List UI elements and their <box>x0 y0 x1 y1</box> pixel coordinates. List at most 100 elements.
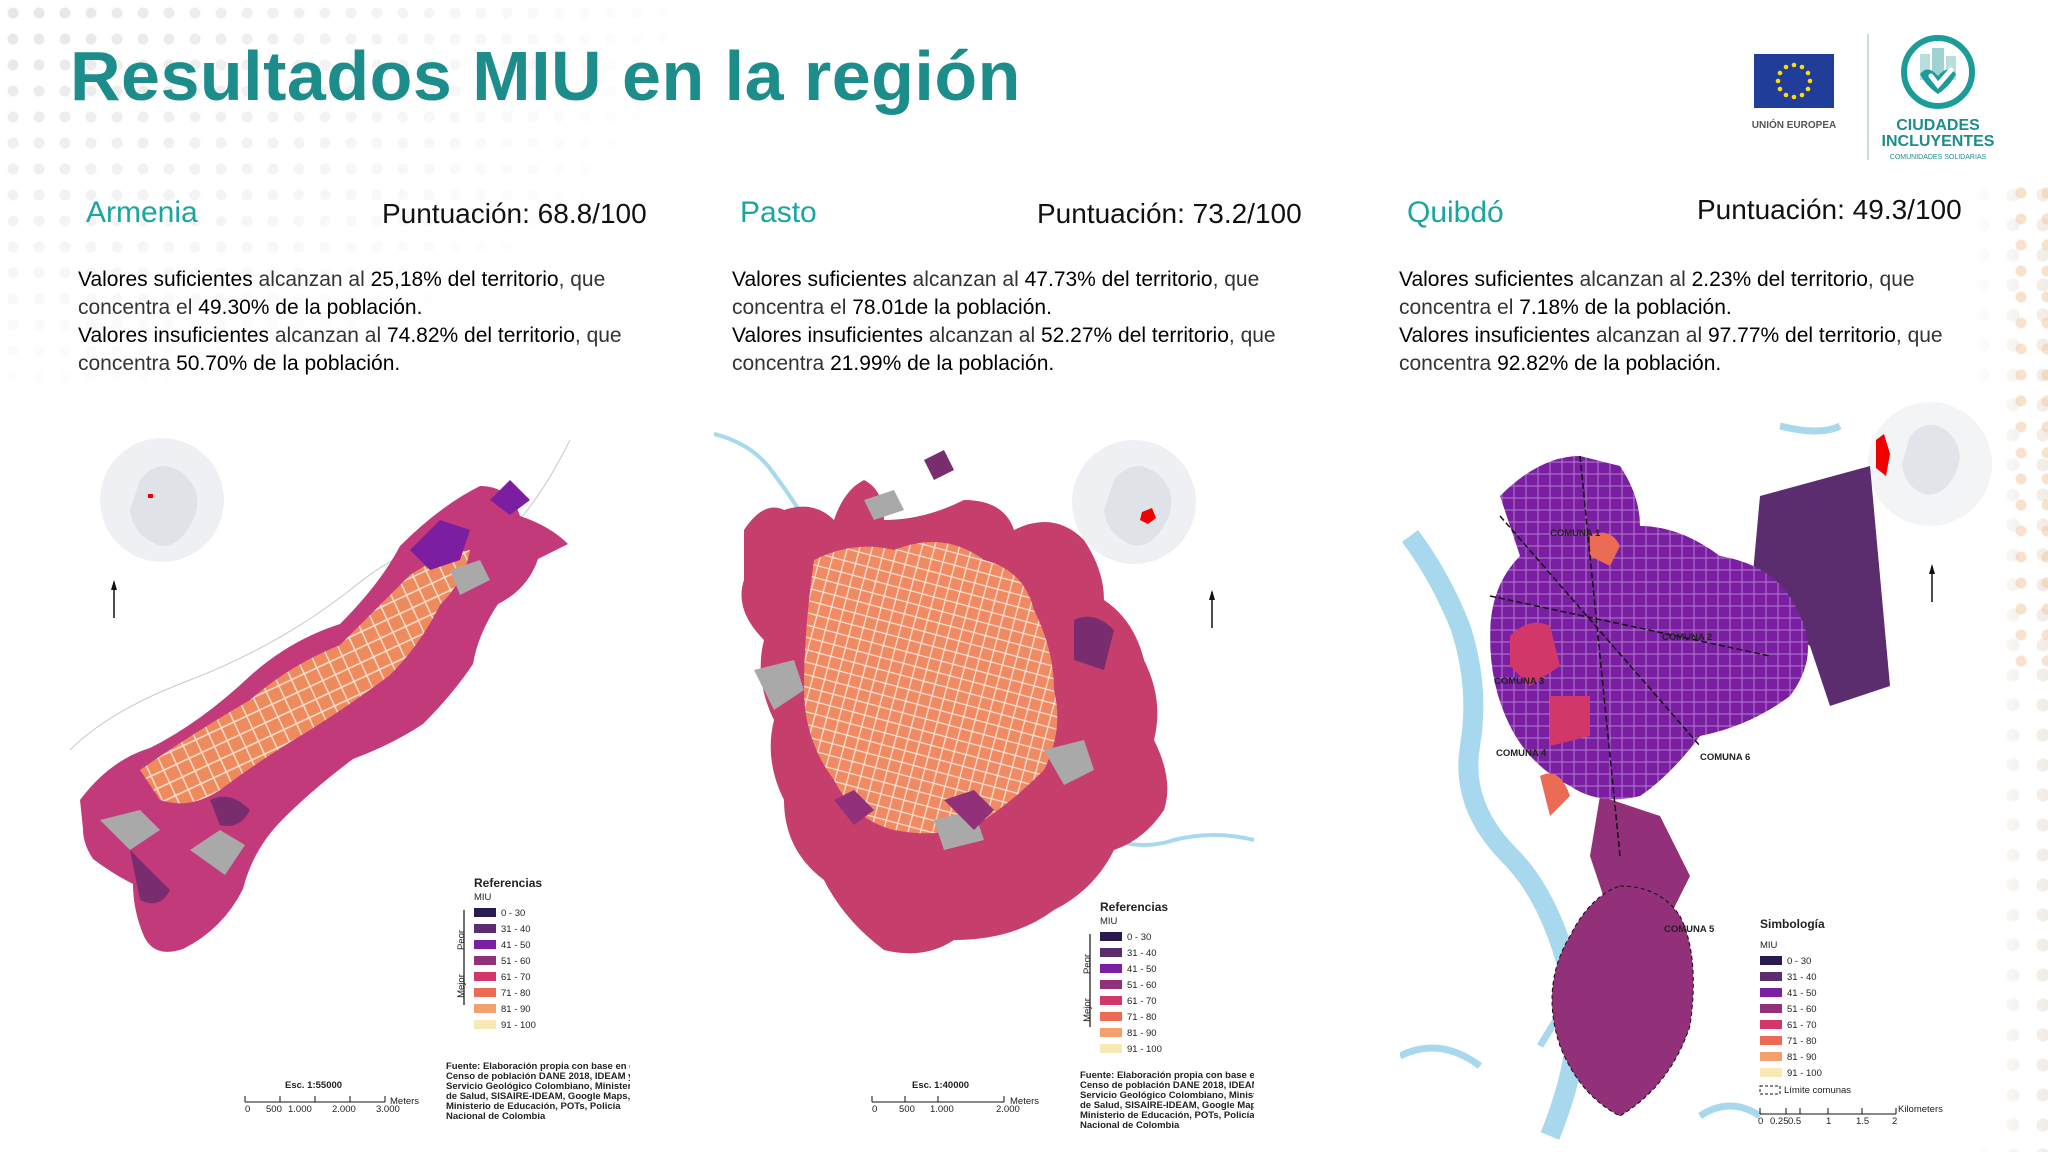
legend-swatch <box>1100 964 1122 973</box>
legend-range-label: 41 - 50 <box>1127 964 1157 975</box>
desc-text: concentra <box>732 352 831 375</box>
source-line: Fuente: Elaboración propia con base en d… <box>446 1061 630 1072</box>
source-line: de Salud, SISAIRE-IDEAM, Google Maps, <box>446 1091 630 1102</box>
comuna-label: COMUNA 3 <box>1494 676 1544 687</box>
city-urban-core <box>804 542 1058 834</box>
comuna-area <box>1750 466 1890 706</box>
legend-range-label: 51 - 60 <box>1127 980 1157 991</box>
desc-strong: 74.82% del territorio <box>386 324 575 347</box>
desc-text: concentra el <box>78 296 199 319</box>
legend-swatch <box>1100 948 1122 957</box>
desc-strong: 47.73% del territorio <box>1024 268 1213 291</box>
decorative-dots-right-accent <box>2008 180 2048 680</box>
scale-tick: 2.000 <box>332 1104 356 1115</box>
scale-unit: Kilometers <box>1898 1104 1943 1115</box>
legend-swatch <box>1100 932 1122 941</box>
ci-line1: CIUDADES <box>1896 117 1980 134</box>
source-line: Servicio Geológico Colombiano, Ministeri… <box>1080 1090 1254 1101</box>
map-legend: Referencias MIU 0 - 30 31 - 40 41 - 50 51 -… <box>1082 900 1168 1055</box>
desc-text: concentra el <box>1399 296 1520 319</box>
north-arrow-icon <box>111 580 117 618</box>
legend-range-label: 71 - 80 <box>501 988 531 999</box>
city-name: Armenia <box>86 196 198 229</box>
decorative-dots-top-left <box>0 0 720 420</box>
scale-label: Esc. 1:55000 <box>285 1080 342 1091</box>
source-line: de Salud, SISAIRE-IDEAM, Google Maps, <box>1080 1100 1254 1111</box>
legend-range-label: 71 - 80 <box>1787 1036 1817 1047</box>
scale-tick: 1.000 <box>288 1104 312 1115</box>
legend-swatch <box>474 940 496 949</box>
map-legend: Simbología MIU 0 - 30 31 - 40 41 - 50 51 - … <box>1759 917 1851 1096</box>
desc-text: , que <box>558 268 606 291</box>
legend-swatch <box>1760 1052 1782 1061</box>
desc-text: , que <box>1212 268 1260 291</box>
comuna-label: COMUNA 6 <box>1700 752 1750 763</box>
city-name: Quibdó <box>1407 196 1504 229</box>
desc-text: , que <box>1228 324 1276 347</box>
city-urban-core <box>140 550 470 804</box>
ciudades-incluyentes-logo-icon <box>1898 34 1978 119</box>
eu-label: UNIÓN EUROPEA <box>1751 120 1837 131</box>
mid-low-areas <box>130 796 250 904</box>
legend-swatch <box>1100 1028 1122 1037</box>
desc-text: alcanzan al <box>923 324 1041 347</box>
scale-tick: 1 <box>1826 1116 1831 1127</box>
inset-country-shape <box>130 466 198 546</box>
mid-score-areas <box>1510 622 1590 746</box>
source-line: Fuente: Elaboración propia con base en d… <box>1080 1070 1254 1081</box>
scale-unit: Meters <box>1010 1096 1039 1107</box>
legend-swatch <box>1100 1044 1122 1053</box>
scale-bar: Esc. 1:55000 0 500 1.000 2.000 3.000 Met… <box>244 1080 419 1115</box>
legend-swatch <box>474 1004 496 1013</box>
limit-swatch <box>1759 1085 1781 1095</box>
legend-range-label: 91 - 100 <box>501 1020 536 1031</box>
scale-tick: 0 <box>1758 1116 1763 1127</box>
city-name: Pasto <box>740 196 817 229</box>
desc-strong: 50.70% de la población. <box>176 352 401 375</box>
desc-text: alcanzan al <box>1573 268 1692 291</box>
legend-range-label: 41 - 50 <box>1787 988 1817 999</box>
desc-text: alcanzan al <box>252 268 371 291</box>
legend-range-label: 51 - 60 <box>1787 1004 1817 1015</box>
legend-swatch <box>1760 972 1782 981</box>
higher-score-areas <box>1540 532 1620 816</box>
legend-swatch <box>1760 956 1782 965</box>
city-score: Puntuación: 73.2/100 <box>1037 198 1302 229</box>
legend-range-label: 91 - 100 <box>1787 1068 1822 1079</box>
map-armenia: Referencias MIU 0 - 30 31 - 40 41 - 50 51 -… <box>70 420 630 1140</box>
city-description: Valores suficientes alcanzan al 2.23% de… <box>1399 266 1999 378</box>
desc-text: alcanzan al <box>269 324 387 347</box>
desc-strong: Valores insuficientes <box>78 324 270 347</box>
comuna-label: COMUNA 5 <box>1664 924 1715 935</box>
legend-swatch <box>1760 988 1782 997</box>
legend-range-label: 81 - 90 <box>1127 1028 1157 1039</box>
map-legend: Referencias MIU 0 - 30 31 - 40 41 - 50 51 -… <box>456 876 542 1031</box>
legend-swatch <box>474 924 496 933</box>
north-arrow-icon <box>1209 590 1215 628</box>
logos: UNIÓN EUROPEA CIUDADES INCLUYENTES COMUN… <box>1748 34 2008 164</box>
scale-unit: Meters <box>390 1096 419 1107</box>
desc-text: concentra el <box>732 296 853 319</box>
legend-range-label: 61 - 70 <box>1127 996 1157 1007</box>
desc-text: , que <box>1867 268 1915 291</box>
ci-line2: INCLUYENTES <box>1881 133 1995 150</box>
source-line: Censo de población DANE 2018, IDEAM y <box>446 1071 630 1082</box>
source-line: Ministerio de Educación, POTs, Policía <box>446 1101 621 1112</box>
legend-swatch <box>474 1020 496 1029</box>
scale-tick: 500 <box>899 1104 915 1115</box>
inset-location-marker <box>1140 508 1156 524</box>
desc-strong: Valores insuficientes <box>1399 324 1591 347</box>
eu-flag-icon <box>1754 54 1834 108</box>
low-score-areas <box>410 480 530 570</box>
legend-swatch <box>1760 1004 1782 1013</box>
inset-location-marker <box>1876 434 1890 476</box>
legend-swatch <box>1760 1020 1782 1029</box>
legend-range-label: 31 - 40 <box>1127 948 1157 959</box>
map-background <box>1400 396 2000 1140</box>
scale-bar: 0 0.25 0.5 1 1.5 2 Kilometers <box>1758 1104 1943 1127</box>
legend-swatch <box>474 956 496 965</box>
legend-range-label: 61 - 70 <box>1787 1020 1817 1031</box>
legend-swatch <box>1760 1036 1782 1045</box>
north-arrow-icon <box>1929 564 1935 602</box>
desc-strong: Valores insuficientes <box>732 324 924 347</box>
